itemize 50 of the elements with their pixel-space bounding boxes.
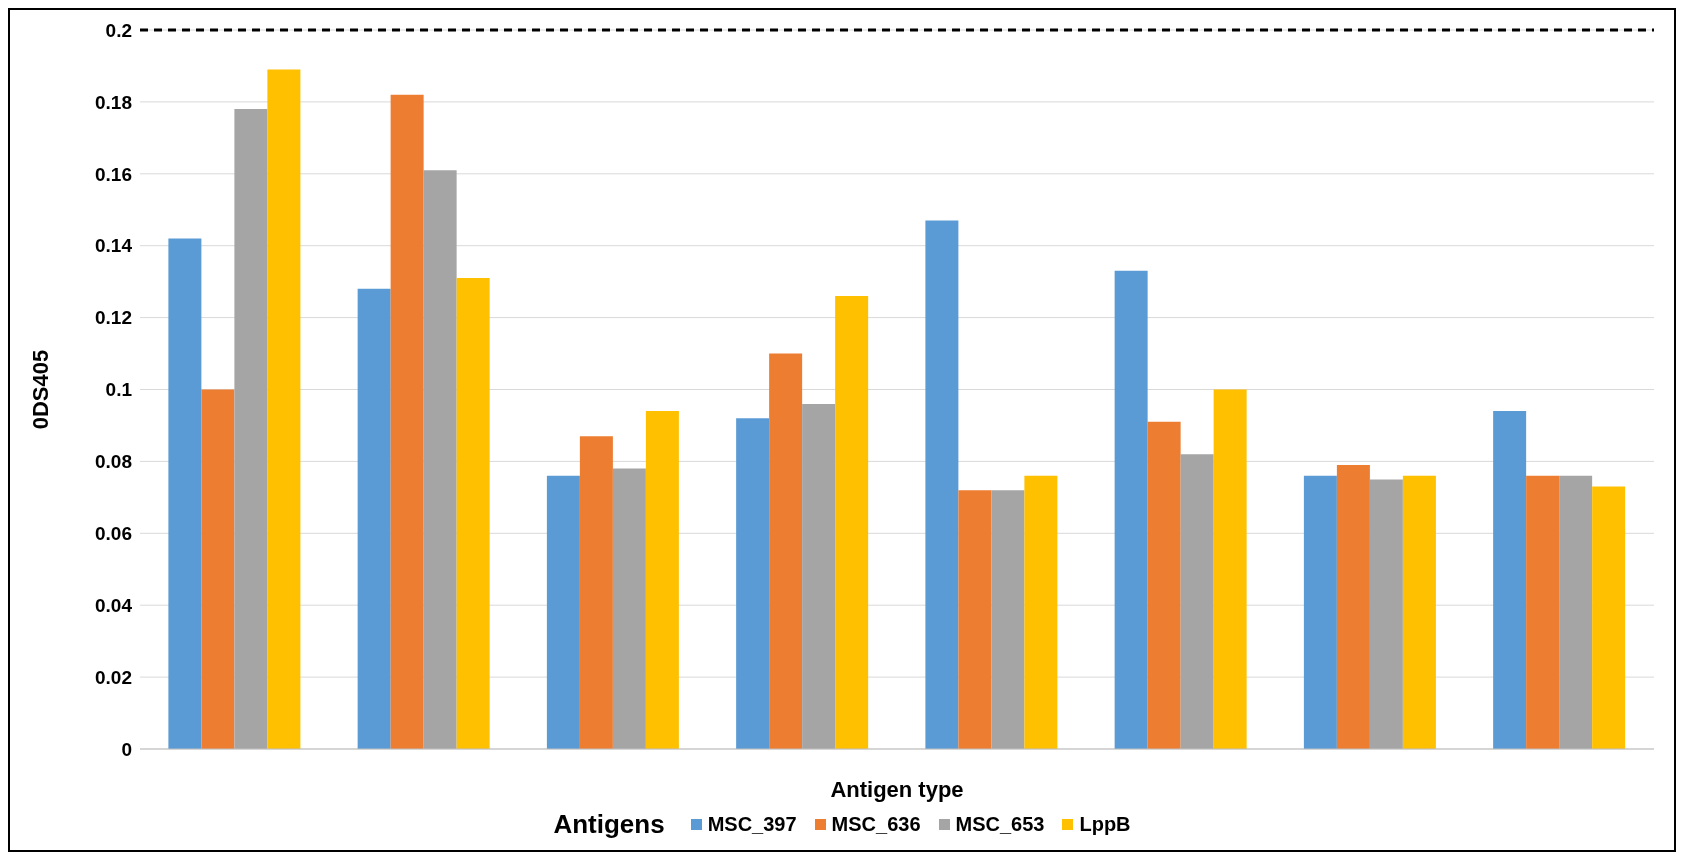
x-axis-title: Antigen type [830,777,964,802]
bar [1114,270,1148,749]
bar [1147,421,1181,749]
bar [802,403,836,749]
bar [390,94,424,749]
bar [456,278,490,749]
bar [769,353,803,749]
legend-label: MSC_397 [706,813,797,836]
y-tick-label: 0.2 [105,19,132,41]
bar [357,288,391,749]
y-tick-label: 0.08 [95,451,132,473]
bar [1369,479,1403,749]
legend-label: MSC_636 [830,813,921,836]
y-tick-label: 0.16 [95,163,132,185]
bar [1303,475,1337,749]
bar [546,475,580,749]
bar [736,418,770,749]
y-tick-label: 0.04 [95,594,133,616]
bar [958,490,992,749]
bar [991,490,1025,749]
legend-title: Antigens [553,809,665,840]
bar [1559,475,1593,749]
bar [267,69,301,749]
bar [201,389,235,749]
bar [423,170,457,749]
bar [1402,475,1436,749]
bar [234,109,268,749]
bar [835,296,869,749]
bar [579,436,613,749]
bar [1493,411,1527,749]
legend-label: MSC_653 [954,813,1045,836]
bar [1592,486,1626,749]
bar [1213,389,1247,749]
bar [1336,465,1370,749]
y-tick-label: 0 [121,738,132,760]
y-tick-label: 0.12 [95,307,132,329]
bar [612,468,646,749]
y-tick-label: 0.06 [95,523,132,545]
bar [168,238,202,749]
legend-label: LppB [1078,813,1131,836]
y-tick-label: 0.14 [95,235,133,257]
bar [1024,475,1058,749]
y-axis-title: 0DS405 [27,349,53,430]
bar [925,220,959,749]
bar [1526,475,1560,749]
y-tick-label: 0.1 [105,379,133,401]
y-tick-label: 0.02 [95,666,132,688]
bar [1180,454,1214,749]
bar [645,411,679,749]
y-tick-label: 0.18 [95,91,132,113]
